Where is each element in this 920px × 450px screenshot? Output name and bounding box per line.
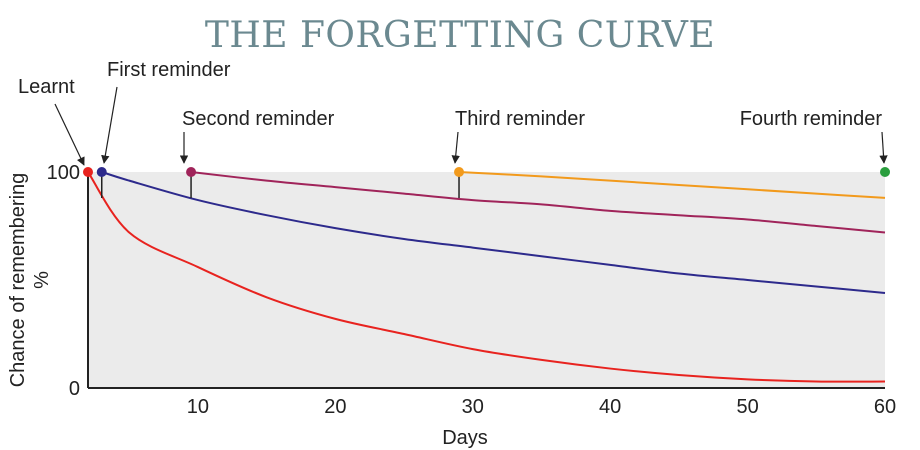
annotation-arrow — [451, 131, 460, 164]
annotation-arrow — [879, 131, 888, 164]
series-line-2 — [101, 171, 886, 294]
plot-background — [88, 172, 885, 388]
annotation-dot — [454, 167, 465, 177]
x-tick-label: 60 — [874, 396, 896, 418]
x-tick-label: 40 — [599, 396, 621, 418]
x-tick-label: 50 — [736, 396, 758, 418]
annotation-label: Third reminder — [455, 108, 585, 130]
annotation-dot — [96, 167, 107, 177]
x-axis-title: Days — [442, 427, 488, 449]
series-layer — [87, 171, 886, 383]
axes — [87, 172, 885, 389]
chart-title: THE FORGETTING CURVE — [205, 15, 715, 56]
annotation-arrow — [54, 103, 85, 166]
annotation-label: Fourth reminder — [740, 108, 883, 130]
y-tick-label: 0 — [69, 378, 80, 400]
annotation-label: First reminder — [107, 59, 231, 81]
annotation-dot — [880, 167, 890, 177]
tick-layer: 10 20 30 40 50 60 0 100 — [47, 162, 897, 418]
y-axis-unit: % — [31, 271, 53, 289]
series-line-1 — [87, 171, 886, 383]
series-line-3 — [190, 171, 886, 234]
annotation-label: Learnt — [18, 76, 75, 98]
annotation-arrow — [101, 86, 118, 164]
annotation-dot — [83, 167, 93, 177]
series-line-4 — [458, 171, 886, 199]
y-tick-label: 100 — [47, 162, 80, 184]
annotation-layer: Learnt First reminder Second reminder Third… — [18, 59, 890, 198]
y-axis-title: Chance of remembering — [7, 173, 29, 388]
annotation-label: Second reminder — [182, 108, 335, 130]
x-tick-label: 10 — [187, 396, 209, 418]
x-tick-label: 30 — [462, 396, 484, 418]
x-tick-label: 20 — [324, 396, 346, 418]
annotation-dot — [186, 167, 197, 177]
